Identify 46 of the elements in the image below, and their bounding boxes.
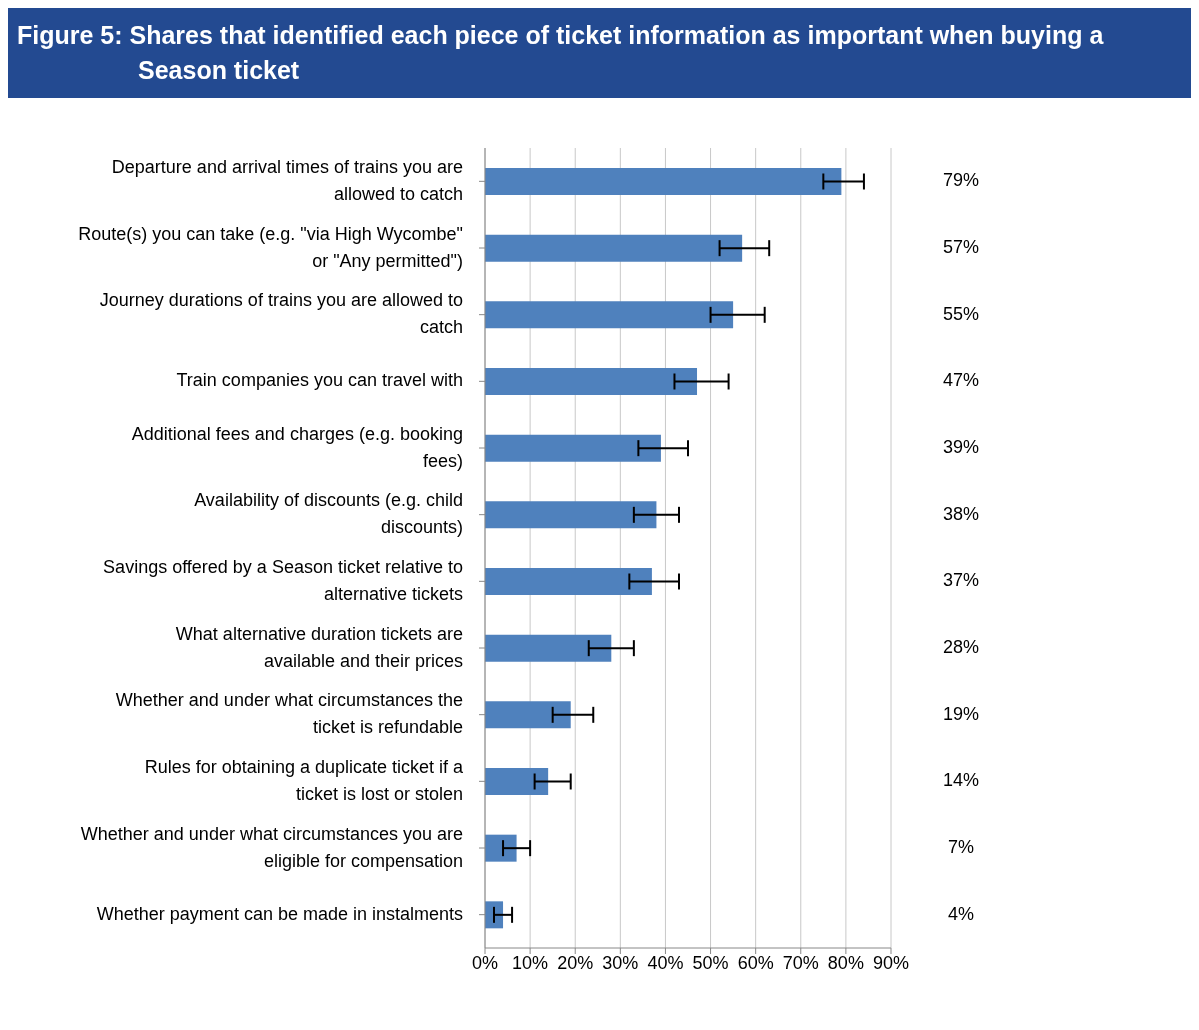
bar	[485, 434, 661, 462]
data-label: 57%	[942, 236, 980, 257]
x-tick-label: 50%	[692, 952, 729, 973]
bar	[485, 701, 571, 729]
y-tick-label: Whether payment can be made in instalments	[96, 903, 463, 924]
data-label: 4%	[947, 903, 975, 924]
chart-title: Figure 5: Shares that identified each piece of ticket information as important when buying a Season ticket	[8, 8, 1191, 98]
x-tick-label: 40%	[647, 952, 684, 973]
y-tick-label: Route(s) you can take (e.g. "via High Wycombe" or "Any permitted")	[78, 223, 463, 271]
data-label: 7%	[947, 836, 975, 857]
x-tick-label: 70%	[782, 952, 819, 973]
data-label: 14%	[942, 770, 980, 791]
y-tick-label: Additional fees and charges (e.g. booking fees)	[131, 423, 463, 471]
data-label: 55%	[942, 303, 980, 324]
y-tick-label: Train companies you can travel with	[176, 370, 463, 391]
x-tick-label: 90%	[872, 952, 910, 973]
bar	[485, 501, 657, 529]
y-tick-label: What alternative duration tickets are available and their prices	[175, 623, 463, 671]
data-label: 19%	[942, 703, 980, 724]
bar	[485, 834, 517, 862]
data-label: 39%	[942, 436, 980, 457]
data-label: 47%	[942, 370, 980, 391]
y-tick-label: Rules for obtaining a duplicate ticket if a ticket is lost or stolen	[144, 756, 464, 804]
x-tick-label: 60%	[737, 952, 774, 973]
x-tick-label: 10%	[512, 952, 549, 973]
data-label: 37%	[942, 570, 980, 591]
y-tick-label: Whether and under what circumstances you are eligible for compensation	[80, 823, 463, 871]
bar	[485, 768, 549, 795]
data-label: 38%	[942, 503, 980, 524]
x-tick-label: 20%	[557, 952, 594, 973]
bar	[485, 368, 698, 395]
bar	[485, 234, 743, 262]
x-tick-label: 0%	[471, 952, 499, 973]
y-tick-label: Whether and under what circumstances the ticket is refundable	[115, 689, 463, 737]
data-label: 79%	[942, 170, 980, 191]
y-tick-label: Availability of discounts (e.g. child discounts)	[194, 489, 463, 537]
y-tick-label: Journey durations of trains you are allowed to catch	[99, 289, 463, 337]
y-tick-label: Departure and arrival times of trains you are allowed to catch	[111, 156, 463, 204]
bar	[485, 634, 612, 662]
y-tick-label: Savings offered by a Season ticket relative to alternative tickets	[103, 556, 463, 604]
data-label: 28%	[942, 636, 980, 657]
x-tick-label: 80%	[827, 952, 864, 973]
bar	[485, 168, 842, 195]
x-tick-label: 30%	[602, 952, 639, 973]
bar	[485, 568, 652, 595]
bar	[485, 301, 734, 329]
